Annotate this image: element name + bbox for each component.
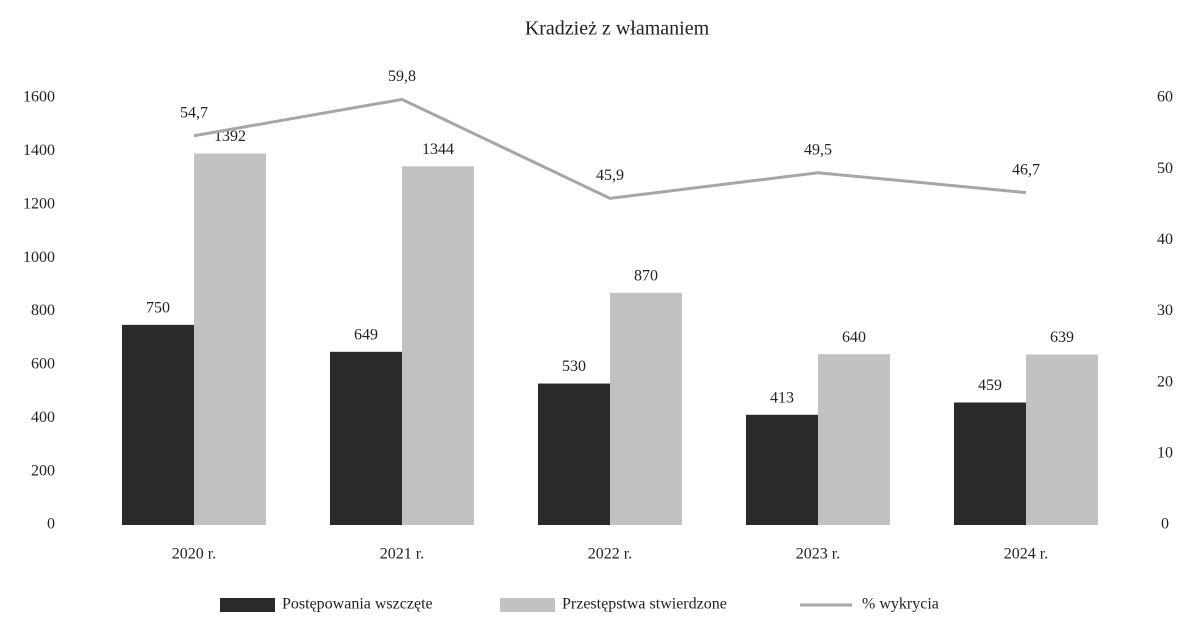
bar-value-label: 1392	[214, 128, 246, 145]
y2-tick-label: 20	[1157, 373, 1173, 390]
chart-title: Kradzież z włamaniem	[525, 18, 710, 40]
x-tick-label: 2021 r.	[380, 546, 424, 563]
bar-value-label: 640	[842, 329, 866, 346]
legend-swatch	[220, 598, 275, 612]
y2-tick-label: 60	[1157, 89, 1173, 106]
y-tick-label: 1200	[23, 195, 55, 212]
x-tick-label: 2022 r.	[588, 546, 632, 563]
y-tick-label: 200	[31, 462, 55, 479]
bar	[610, 292, 682, 525]
legend-swatch	[500, 598, 555, 612]
bar	[122, 324, 194, 525]
line-value-label: 49,5	[804, 141, 832, 158]
y-tick-label: 0	[47, 516, 55, 533]
bar-value-label: 530	[562, 358, 586, 375]
line-value-label: 59,8	[388, 68, 416, 85]
line-value-label: 45,9	[596, 167, 624, 184]
legend-label: Postępowania wszczęte	[282, 596, 433, 613]
y2-tick-label: 30	[1157, 302, 1173, 319]
x-tick-label: 2020 r.	[172, 546, 216, 563]
bar-value-label: 639	[1050, 329, 1074, 346]
bar-value-label: 750	[146, 300, 170, 317]
y-tick-label: 800	[31, 302, 55, 319]
line-value-label: 54,7	[180, 104, 208, 121]
x-tick-label: 2023 r.	[796, 546, 840, 563]
bar	[818, 354, 890, 525]
y-tick-label: 600	[31, 356, 55, 373]
y-tick-label: 1400	[23, 142, 55, 159]
y2-tick-label: 40	[1157, 231, 1173, 248]
legend-label: % wykrycia	[862, 596, 939, 613]
bar	[402, 166, 474, 525]
bar	[746, 414, 818, 525]
bar-value-label: 870	[634, 267, 658, 284]
line-series	[193, 97, 1027, 200]
bar	[538, 383, 610, 525]
y-tick-label: 1000	[23, 249, 55, 266]
y2-tick-label: 10	[1157, 445, 1173, 462]
bar-value-label: 413	[770, 389, 794, 406]
bar-value-label: 649	[354, 326, 378, 343]
bar	[194, 153, 266, 525]
y2-tick-label: 0	[1161, 516, 1169, 533]
legend-label: Przestępstwa stwierdzone	[562, 596, 727, 613]
y-tick-label: 1600	[23, 89, 55, 106]
bar-value-label: 459	[978, 377, 1002, 394]
bar	[954, 402, 1026, 525]
y2-tick-label: 50	[1157, 160, 1173, 177]
y-tick-label: 400	[31, 409, 55, 426]
bar-value-label: 1344	[422, 141, 454, 158]
x-tick-label: 2024 r.	[1004, 546, 1048, 563]
bar	[1026, 354, 1098, 525]
bar	[330, 351, 402, 525]
line-value-label: 46,7	[1012, 161, 1040, 178]
